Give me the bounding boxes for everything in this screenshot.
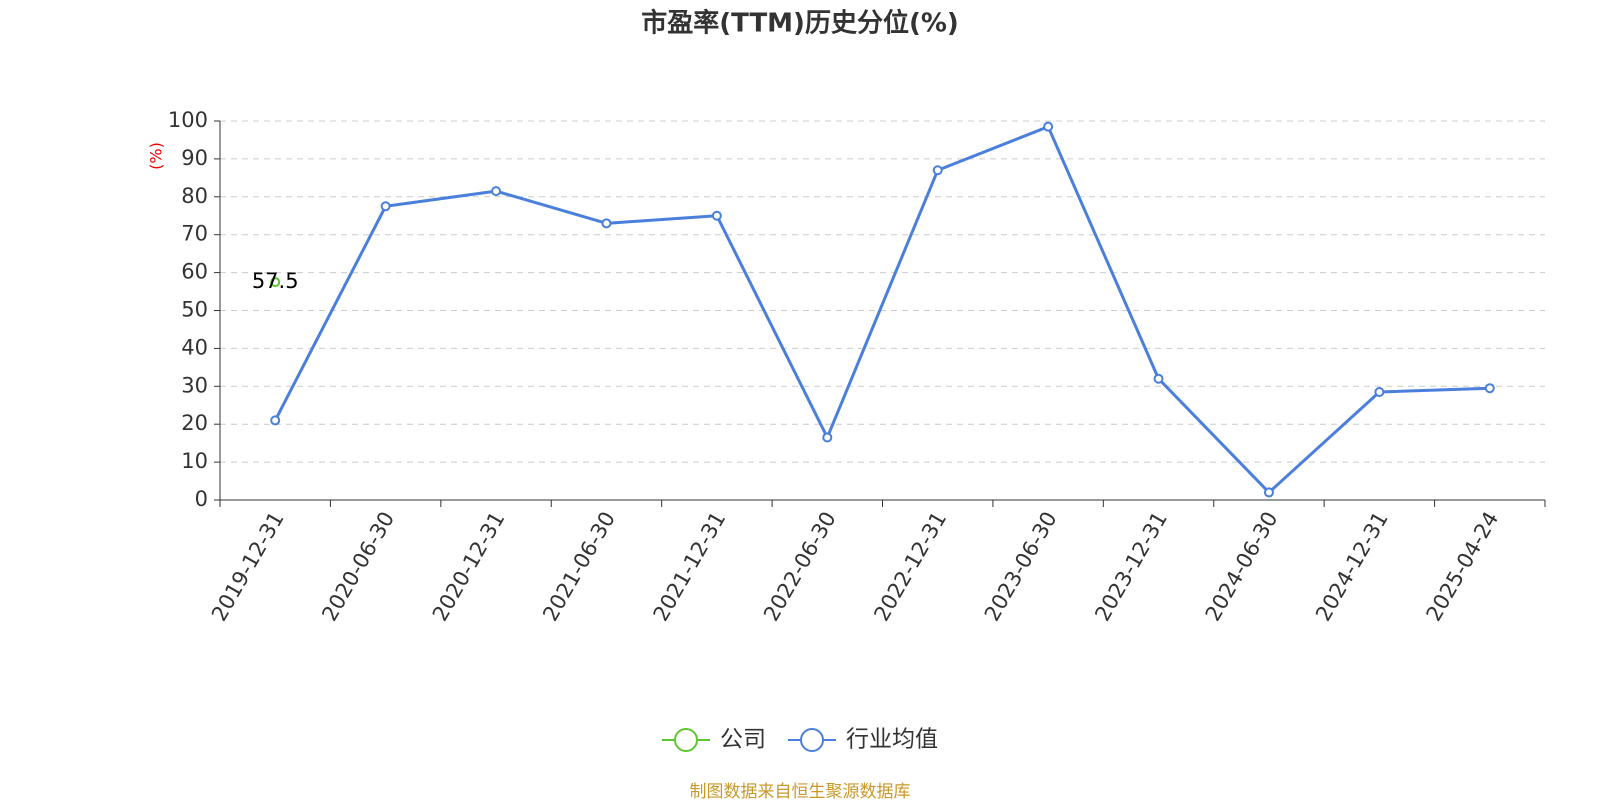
y-tick-label: 90 [181,146,208,170]
legend-marker [674,728,698,752]
source-note: 制图数据来自恒生聚源数据库 [690,782,911,800]
data-point [711,210,722,221]
y-tick-label: 40 [181,335,208,359]
legend-item[interactable]: 行业均值 [788,727,938,753]
data-point [380,201,391,212]
legend-label: 公司 [720,727,766,753]
legend-item[interactable]: 公司 [662,727,766,753]
data-point [822,432,833,443]
x-tick-label: 2022-12-31 [869,507,951,625]
data-point [601,218,612,229]
data-point [1374,386,1385,397]
data-point [1263,487,1274,498]
data-point [932,165,943,176]
x-tick-label: 2024-12-31 [1311,508,1393,626]
x-tick-label: 2020-06-30 [317,508,399,626]
x-tick-label: 2024-06-30 [1201,508,1283,626]
data-point [270,415,281,426]
data-point [1153,373,1164,384]
data-point [1043,121,1054,132]
y-tick-label: 70 [181,222,208,246]
y-tick-label: 100 [168,108,208,132]
chart-title: 市盈率(TTM)历史分位(%) [641,8,959,39]
y-tick-label: 30 [181,373,208,397]
x-tick-label: 2019-12-31 [207,508,289,626]
x-tick-label: 2021-06-30 [538,508,620,626]
x-tick-label: 2023-12-31 [1090,508,1172,626]
data-point [270,277,281,288]
series-line [273,125,1490,494]
data-label: 57.5 [252,269,299,293]
x-tick-label: 2023-06-30 [980,508,1062,626]
x-tick-label: 2020-12-31 [428,507,510,625]
y-tick-label: 60 [181,260,208,284]
y-tick-label: 80 [181,184,208,208]
x-tick-label: 2021-12-31 [649,508,731,626]
y-tick-label: 10 [181,449,208,473]
legend-marker [800,728,824,752]
y-axis-label: (%) [147,142,166,170]
y-tick-label: 0 [195,487,208,511]
x-tick-label: 2025-04-24 [1422,508,1504,626]
y-tick-label: 20 [181,411,208,435]
data-point [1484,383,1495,394]
x-tick-label: 2022-06-30 [759,508,841,626]
legend-label: 行业均值 [846,727,938,753]
data-point [491,186,502,197]
y-tick-label: 50 [181,298,208,322]
